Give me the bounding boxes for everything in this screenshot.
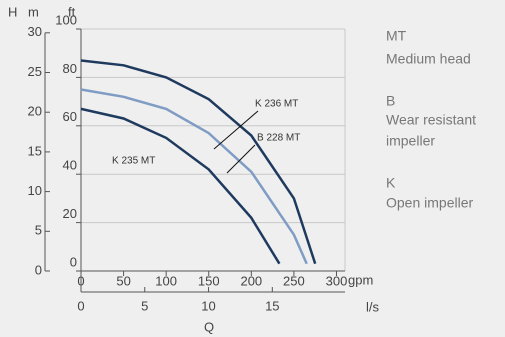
y2-tick-label: 10 bbox=[28, 183, 42, 198]
y2-tick-label: 30 bbox=[28, 24, 42, 39]
y-tick-label: 20 bbox=[63, 206, 77, 221]
y2-label: m bbox=[28, 4, 39, 19]
note-text: Open impeller bbox=[386, 195, 473, 211]
note-text: Medium head bbox=[386, 51, 471, 67]
note-text: B bbox=[386, 93, 395, 109]
y-tick-label: 80 bbox=[63, 61, 77, 76]
x-tick-label: 100 bbox=[155, 273, 177, 288]
y2-tick-label: 20 bbox=[28, 104, 42, 119]
note-text: K bbox=[386, 175, 396, 191]
leader bbox=[213, 110, 259, 150]
y-tick-label: 0 bbox=[70, 254, 77, 269]
leader bbox=[226, 144, 256, 174]
x-label: Q bbox=[204, 319, 214, 334]
curve bbox=[80, 107, 281, 265]
x-tick-label: 50 bbox=[116, 273, 130, 288]
x-tick-label: 150 bbox=[198, 273, 220, 288]
x-tick-label: 250 bbox=[283, 273, 305, 288]
curve bbox=[80, 88, 308, 265]
note-text: Wear resistant bbox=[386, 112, 476, 128]
series-label: K 235 MT bbox=[112, 156, 155, 167]
x2-unit: l/s bbox=[366, 299, 380, 314]
y2-tick-label: 5 bbox=[35, 223, 42, 238]
x-unit: gpm bbox=[348, 272, 373, 287]
y-tick-label: 100 bbox=[55, 12, 77, 27]
x-tick-label: 200 bbox=[240, 273, 262, 288]
y-tick-label: 60 bbox=[63, 109, 77, 124]
x2-tick-label: 15 bbox=[265, 298, 279, 313]
y-label: H bbox=[8, 4, 17, 19]
y2-tick-label: 0 bbox=[35, 262, 42, 277]
y-tick-label: 40 bbox=[63, 158, 77, 173]
curve bbox=[80, 59, 317, 265]
note-text: impeller bbox=[386, 133, 435, 149]
x2-tick-label: 0 bbox=[77, 298, 84, 313]
x2-tick-label: 5 bbox=[141, 298, 148, 313]
x-tick-label: 300 bbox=[326, 273, 348, 288]
y2-tick-label: 15 bbox=[28, 143, 42, 158]
series-label: B 228 MT bbox=[257, 133, 300, 144]
series-label: K 236 MT bbox=[255, 99, 298, 110]
y2-tick-label: 25 bbox=[28, 64, 42, 79]
note-text: MT bbox=[386, 28, 407, 44]
ft-label: ft bbox=[68, 4, 76, 19]
x2-tick-label: 10 bbox=[201, 298, 215, 313]
